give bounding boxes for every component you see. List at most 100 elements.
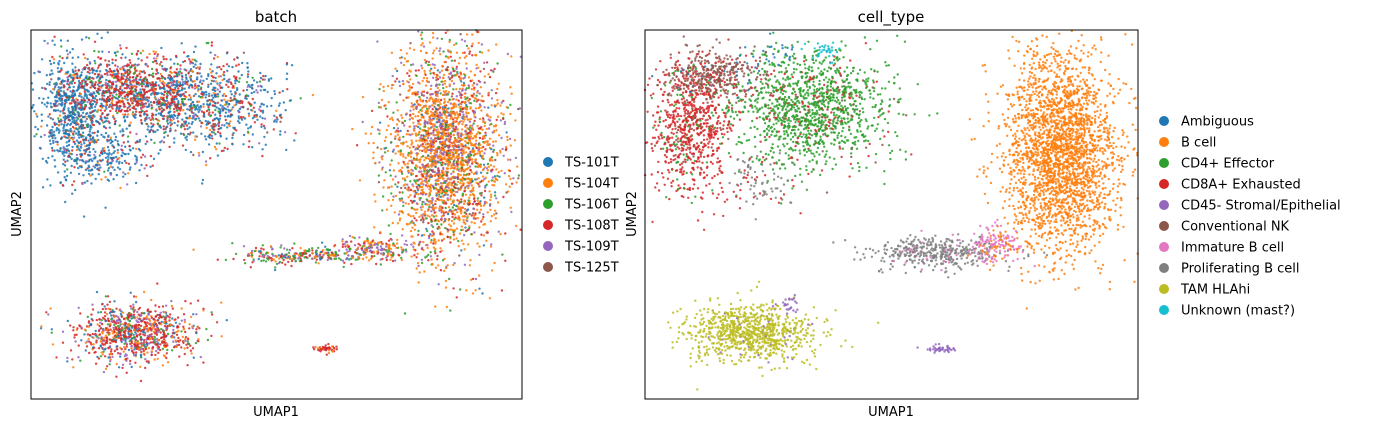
data-point bbox=[483, 222, 487, 226]
data-point bbox=[425, 60, 428, 63]
data-point bbox=[490, 97, 494, 100]
data-point bbox=[51, 118, 55, 121]
data-point bbox=[106, 31, 110, 34]
data-point bbox=[155, 93, 158, 96]
data-point bbox=[403, 119, 407, 123]
data-point bbox=[261, 154, 264, 158]
data-point bbox=[57, 131, 61, 134]
data-point bbox=[119, 186, 122, 190]
data-point bbox=[149, 101, 153, 104]
data-point bbox=[471, 143, 474, 146]
data-point bbox=[462, 77, 465, 80]
data-point bbox=[450, 172, 453, 175]
data-point bbox=[447, 76, 450, 79]
data-point bbox=[445, 202, 448, 205]
data-point bbox=[104, 117, 107, 120]
data-point bbox=[205, 90, 208, 94]
data-point bbox=[456, 70, 459, 74]
data-point bbox=[434, 219, 437, 222]
data-point bbox=[449, 194, 453, 198]
data-point bbox=[451, 191, 454, 195]
data-point bbox=[125, 93, 129, 96]
data-point bbox=[510, 55, 513, 58]
data-point bbox=[73, 76, 77, 79]
data-point bbox=[160, 46, 163, 50]
data-point bbox=[432, 232, 435, 236]
data-point bbox=[497, 134, 501, 137]
data-point bbox=[72, 71, 75, 74]
data-point bbox=[70, 157, 73, 161]
data-point bbox=[74, 103, 77, 106]
data-point bbox=[139, 106, 143, 110]
data-point bbox=[419, 167, 422, 170]
data-point bbox=[196, 72, 199, 75]
data-point bbox=[75, 116, 79, 119]
data-point bbox=[196, 66, 199, 69]
data-point bbox=[126, 115, 129, 119]
data-point bbox=[60, 119, 63, 122]
data-point bbox=[458, 217, 461, 221]
data-point bbox=[88, 61, 92, 64]
data-point bbox=[106, 160, 109, 163]
data-point bbox=[500, 112, 503, 115]
data-point bbox=[418, 149, 421, 152]
data-point bbox=[63, 170, 66, 173]
data-point bbox=[69, 90, 72, 93]
data-point bbox=[477, 177, 480, 180]
data-point bbox=[177, 100, 180, 103]
data-point bbox=[75, 72, 78, 76]
data-point bbox=[450, 202, 453, 206]
data-point bbox=[490, 89, 493, 92]
data-point bbox=[131, 106, 134, 110]
data-point bbox=[487, 127, 491, 130]
data-point bbox=[116, 65, 120, 68]
data-point bbox=[108, 126, 112, 129]
data-point bbox=[424, 120, 427, 123]
data-point bbox=[166, 134, 170, 137]
data-point bbox=[166, 89, 169, 93]
data-point bbox=[505, 106, 508, 109]
data-point bbox=[251, 76, 254, 80]
data-point bbox=[82, 215, 86, 218]
data-point bbox=[184, 76, 188, 79]
data-point bbox=[473, 197, 476, 201]
data-point bbox=[183, 128, 187, 131]
data-point bbox=[479, 70, 482, 73]
data-point bbox=[208, 133, 212, 136]
data-point bbox=[494, 217, 497, 220]
data-point bbox=[500, 136, 503, 140]
data-point bbox=[117, 89, 121, 93]
data-point bbox=[95, 70, 98, 73]
data-point bbox=[82, 127, 85, 130]
data-point bbox=[223, 98, 226, 101]
data-point bbox=[239, 106, 243, 109]
data-point bbox=[455, 145, 458, 148]
data-point bbox=[173, 62, 176, 65]
data-point bbox=[152, 123, 155, 126]
data-point bbox=[134, 113, 137, 116]
data-point bbox=[40, 58, 44, 61]
data-point bbox=[455, 296, 458, 299]
data-point bbox=[478, 136, 482, 140]
data-point bbox=[64, 72, 67, 76]
data-point bbox=[48, 113, 51, 116]
data-point bbox=[160, 61, 163, 64]
data-point bbox=[146, 56, 149, 59]
data-point bbox=[217, 75, 221, 78]
data-point bbox=[133, 66, 137, 69]
data-point bbox=[351, 127, 354, 131]
data-point bbox=[482, 215, 485, 219]
data-point bbox=[83, 181, 87, 184]
data-point bbox=[382, 186, 385, 189]
data-point bbox=[174, 114, 177, 118]
data-point bbox=[445, 154, 448, 157]
data-point bbox=[210, 124, 213, 128]
panel-title: batch bbox=[255, 8, 297, 26]
data-point bbox=[206, 120, 210, 123]
data-point bbox=[90, 119, 93, 122]
data-point bbox=[503, 172, 506, 175]
data-point bbox=[78, 149, 82, 152]
data-point bbox=[189, 60, 192, 63]
data-point bbox=[98, 98, 102, 101]
data-point bbox=[392, 126, 396, 130]
